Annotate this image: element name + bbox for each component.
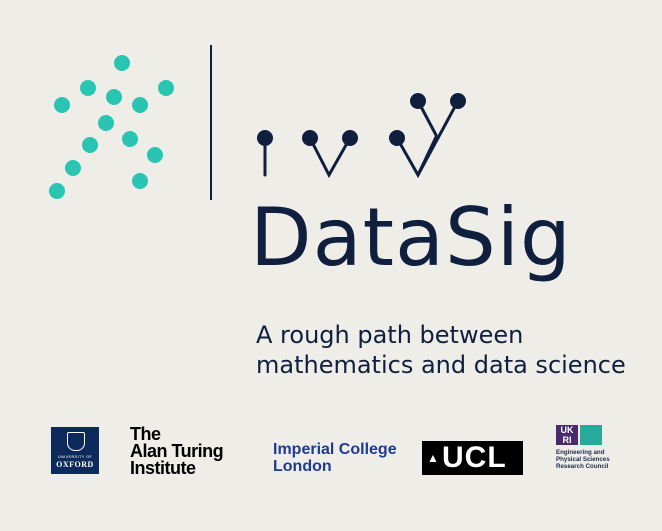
ivy-dot xyxy=(302,130,318,146)
brand-tagline: A rough path between mathematics and dat… xyxy=(256,320,626,380)
logo-dot xyxy=(49,183,65,199)
logo-dot xyxy=(80,80,96,96)
ivy-dot xyxy=(389,130,405,146)
ucl-name: UCL xyxy=(442,441,507,474)
ivy-dot xyxy=(342,130,358,146)
oxford-uni-label: UNIVERSITY OF xyxy=(57,454,93,459)
ucl-logo: ▲ UCL xyxy=(422,441,523,475)
logo-divider xyxy=(210,45,212,200)
ivy-dot xyxy=(257,130,273,146)
logo-dot xyxy=(114,55,130,71)
logo-dot xyxy=(65,160,81,176)
turing-logo: The Alan Turing Institute xyxy=(130,424,224,478)
epsrc-teal-block xyxy=(580,425,602,445)
oxford-name-label: OXFORD xyxy=(56,460,94,469)
ucl-portico-icon: ▲ xyxy=(427,451,439,465)
ivy-dot xyxy=(410,93,426,109)
imperial-logo: Imperial College London xyxy=(273,441,397,475)
logo-dot xyxy=(98,115,114,131)
oxford-logo: UNIVERSITY OF OXFORD xyxy=(51,427,99,474)
turing-line: Alan Turing xyxy=(130,441,224,461)
ukri-mark: UK RI xyxy=(556,425,578,445)
logo-dot xyxy=(132,173,148,189)
logo-dot xyxy=(147,147,163,163)
turing-line: The xyxy=(130,424,161,444)
ivy-dot xyxy=(450,93,466,109)
dot-cluster-logo xyxy=(49,55,174,199)
turing-line: Institute xyxy=(130,458,196,478)
oxford-crest-icon xyxy=(67,432,85,451)
imperial-line: London xyxy=(273,458,332,475)
imperial-line: Imperial College xyxy=(273,441,397,458)
brand-wordmark: DataSig xyxy=(250,191,572,284)
epsrc-text: Engineering and Physical Sciences Resear… xyxy=(556,449,626,470)
epsrc-line: Engineering and xyxy=(556,449,605,456)
logo-dot xyxy=(106,89,122,105)
tagline-line: mathematics and data science xyxy=(256,351,626,379)
tagline-line: A rough path between xyxy=(256,321,524,349)
logo-dot xyxy=(158,80,174,96)
epsrc-line: Research Council xyxy=(556,463,609,470)
logo-dot xyxy=(132,97,148,113)
logo-dot xyxy=(122,131,138,147)
logo-dot xyxy=(54,97,70,113)
logo-dot xyxy=(82,137,98,153)
epsrc-line: Physical Sciences xyxy=(556,456,610,463)
ivy-branch-mark xyxy=(257,93,466,179)
